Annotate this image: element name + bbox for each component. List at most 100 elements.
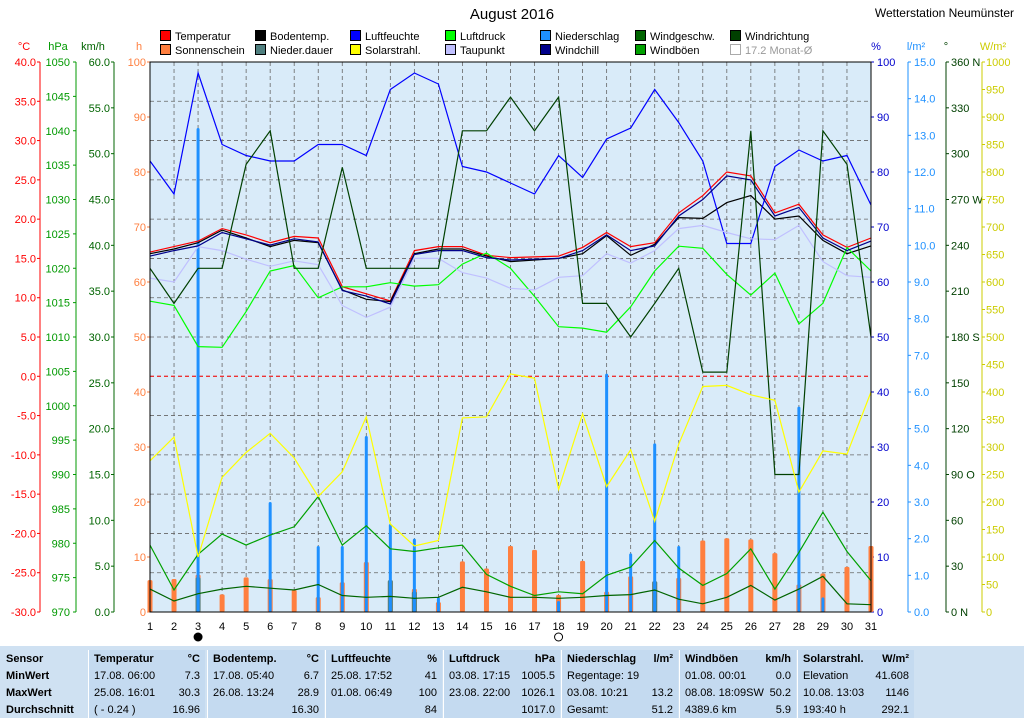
- summary-cell-label: ( - 0.24 ): [94, 704, 136, 716]
- tick-label-sunshine: 80: [134, 167, 146, 179]
- summary-column: Solarstrahl. W/m² Elevation 41.608 10.08. 13…: [797, 650, 914, 718]
- tick-label-temperature: 10.0: [15, 293, 36, 305]
- tick-label-pressure: 1050: [46, 57, 70, 69]
- x-tick-label: 27: [769, 621, 781, 633]
- tick-label-temperature: -20.0: [11, 528, 36, 540]
- tick-label-wind: 60.0: [89, 57, 110, 69]
- legend-swatch: [730, 44, 741, 55]
- tick-label-pressure: 970: [52, 607, 70, 619]
- summary-cell-value: 1026.1: [521, 687, 555, 699]
- tick-label-temperature: 15.0: [15, 253, 36, 265]
- x-tick-label: 8: [315, 621, 321, 633]
- legend-item: Taupunkt: [445, 44, 505, 58]
- summary-table: Sensor MinWert MaxWert Durchschnitt Temperat…: [0, 646, 1024, 718]
- tick-label-humidity: 20: [877, 497, 889, 509]
- x-tick-label: 25: [721, 621, 733, 633]
- legend-item: Bodentemp.: [255, 30, 329, 44]
- tick-label-rain: 3.0: [914, 497, 929, 509]
- summary-cell-value: 0.0: [775, 670, 791, 682]
- chart-legend: Temperatur Bodentemp. Luftfeuchte Luftdruck…: [160, 30, 840, 60]
- summary-cell-value: 1005.5: [521, 670, 555, 682]
- x-tick-label: 30: [841, 621, 853, 633]
- tick-label-pressure: 1040: [46, 126, 70, 138]
- summary-cell-label: 25.08. 17:52: [331, 670, 393, 682]
- tick-label-solar: 550: [986, 305, 1004, 317]
- series-line-solarstrahl-: [149, 373, 872, 558]
- tick-label-rain: 11.0: [914, 204, 935, 216]
- tick-label-direction: 210: [951, 286, 969, 298]
- tick-label-solar: 950: [986, 85, 1004, 97]
- tick-label-sunshine: 100: [128, 57, 146, 69]
- summary-column-name: Solarstrahl.: [803, 653, 864, 665]
- tick-label-temperature: 30.0: [15, 136, 36, 148]
- day-marker: [554, 632, 564, 642]
- bar-niederschlag: [364, 436, 368, 612]
- tick-label-solar: 700: [986, 222, 1004, 234]
- tick-label-wind: 30.0: [89, 332, 110, 344]
- tick-label-solar: 200: [986, 497, 1004, 509]
- summary-column-name: Luftdruck: [449, 653, 500, 665]
- tick-label-sunshine: 50: [134, 332, 146, 344]
- bar-sonnenschein: [724, 538, 730, 612]
- summary-cell-value: 100: [418, 687, 437, 699]
- series-line-windgeschw-: [149, 575, 872, 606]
- bar-niederschlag: [797, 406, 801, 612]
- tick-label-rain: 14.0: [914, 94, 935, 106]
- summary-cell-value: 30.3: [178, 687, 200, 699]
- tick-label-sunshine: 10: [134, 552, 146, 564]
- summary-column-unit: °C: [187, 653, 200, 665]
- summary-column-name: Niederschlag: [567, 653, 637, 665]
- tick-label-direction: 270 W: [951, 195, 983, 207]
- tick-label-solar: 750: [986, 195, 1004, 207]
- tick-label-rain: 13.0: [914, 130, 935, 142]
- summary-cell-value: 41.608: [875, 670, 909, 682]
- legend-swatch: [255, 30, 266, 41]
- legend-label: Windchill: [555, 45, 600, 57]
- x-tick-label: 26: [745, 621, 757, 633]
- bar-niederschlag: [605, 373, 609, 612]
- series-line-temperatur: [149, 171, 872, 302]
- tick-label-humidity: 60: [877, 277, 889, 289]
- tick-label-humidity: 80: [877, 167, 889, 179]
- legend-swatch: [160, 30, 171, 41]
- summary-column-name: Bodentemp.: [213, 653, 277, 665]
- weather-chart: 40.035.030.025.020.015.010.05.00.0-5.0-1…: [11, 41, 1010, 642]
- x-tick-label: 6: [267, 621, 273, 633]
- tick-label-solar: 50: [986, 580, 998, 592]
- bar-niederschlag: [557, 601, 561, 612]
- tick-label-wind: 10.0: [89, 515, 110, 527]
- tick-label-rain: 7.0: [914, 350, 929, 362]
- series-line-luftdruck: [149, 245, 872, 348]
- tick-label-wind: 25.0: [89, 378, 110, 390]
- x-tick-label: 15: [480, 621, 492, 633]
- axis-unit-temperature: °C: [18, 41, 30, 53]
- legend-item: Luftfeuchte: [350, 30, 419, 44]
- tick-label-solar: 150: [986, 525, 1004, 537]
- x-tick-label: 10: [360, 621, 372, 633]
- tick-label-pressure: 980: [52, 538, 70, 550]
- tick-label-solar: 650: [986, 250, 1004, 262]
- tick-label-solar: 0: [986, 607, 992, 619]
- legend-swatch: [540, 30, 551, 41]
- tick-label-wind: 55.0: [89, 103, 110, 115]
- tick-label-sunshine: 20: [134, 497, 146, 509]
- legend-item: Windgeschw.: [635, 30, 715, 44]
- legend-item: 17.2 Monat-Ø: [730, 44, 812, 58]
- legend-label: Windgeschw.: [650, 31, 715, 43]
- x-tick-label: 7: [291, 621, 297, 633]
- legend-label: Luftdruck: [460, 31, 506, 43]
- bar-niederschlag: [196, 128, 200, 612]
- bar-niederschlag: [268, 502, 272, 612]
- tick-label-solar: 300: [986, 442, 1004, 454]
- axis-unit-wind: km/h: [81, 41, 105, 53]
- bar-niederschlag: [821, 597, 825, 612]
- series-line-windchill: [149, 175, 872, 305]
- legend-label: Niederschlag: [555, 31, 620, 43]
- x-tick-label: 23: [673, 621, 685, 633]
- bar-sonnenschein: [508, 546, 513, 612]
- tick-label-humidity: 30: [877, 442, 889, 454]
- summary-column-name: Temperatur: [94, 653, 154, 665]
- tick-label-rain: 9.0: [914, 277, 929, 289]
- tick-label-temperature: 35.0: [15, 96, 36, 108]
- tick-label-wind: 50.0: [89, 149, 110, 161]
